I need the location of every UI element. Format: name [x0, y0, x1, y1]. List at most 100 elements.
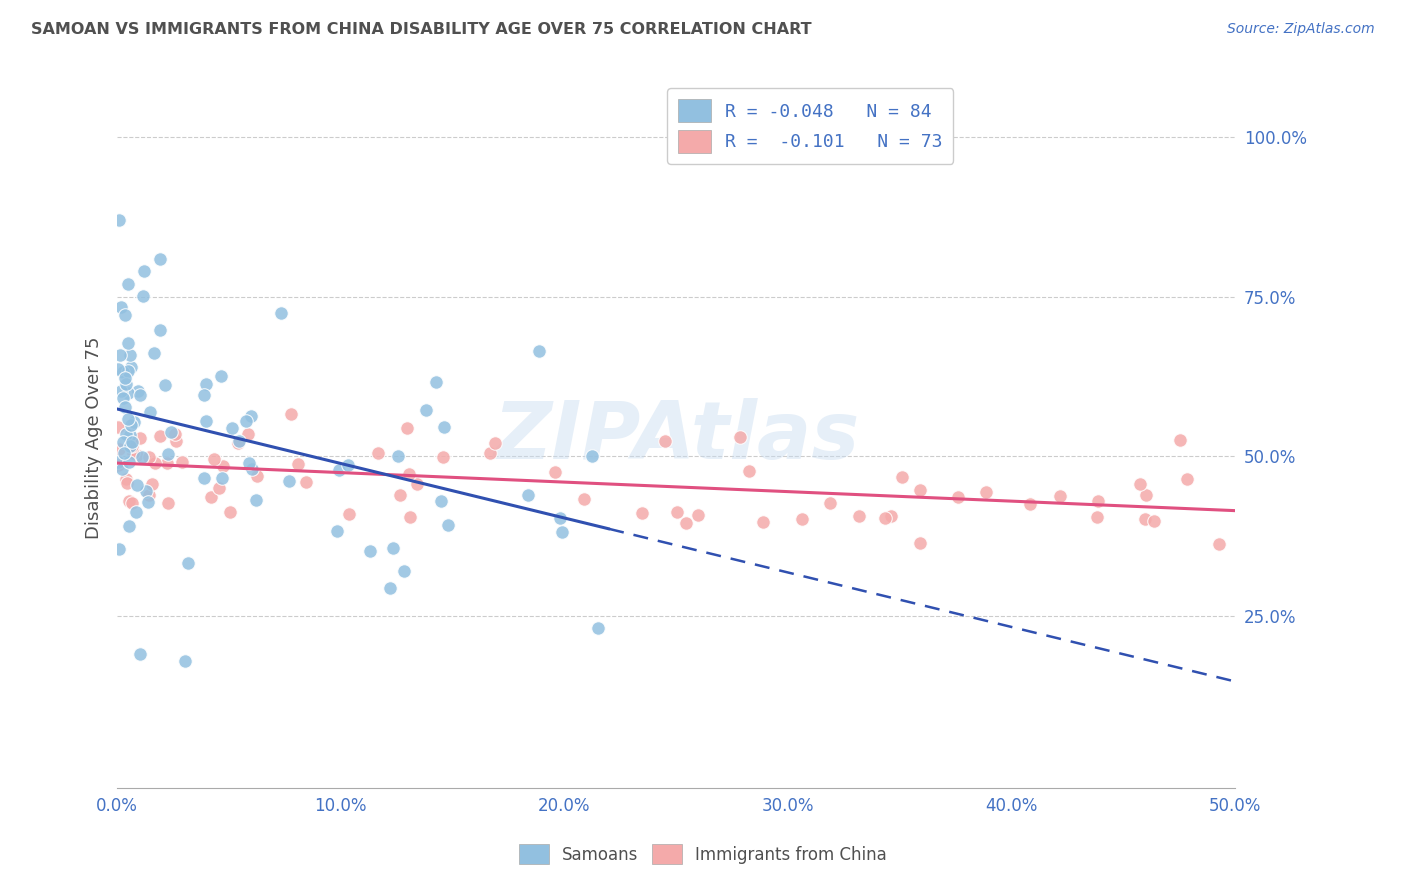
Point [236, 427, 259, 442]
Point [581, 450, 603, 464]
Point [336, 458, 359, 472]
Point [405, 477, 427, 491]
Legend: Samoans, Immigrants from China: Samoans, Immigrants from China [512, 838, 894, 871]
Point [572, 491, 595, 506]
Point [221, 421, 243, 435]
Point [149, 322, 172, 336]
Point [135, 483, 157, 498]
Point [228, 434, 250, 448]
Point [131, 450, 153, 464]
Point [115, 475, 138, 490]
Point [120, 359, 142, 374]
Point [114, 377, 136, 392]
Point [112, 446, 135, 460]
Text: Source: ZipAtlas.com: Source: ZipAtlas.com [1227, 22, 1375, 37]
Point [873, 511, 896, 525]
Point [1135, 512, 1157, 526]
Point [110, 384, 132, 398]
Point [551, 524, 574, 539]
Point [399, 509, 422, 524]
Point [398, 467, 420, 481]
Point [287, 457, 309, 471]
Point [174, 654, 197, 668]
Point [1087, 493, 1109, 508]
Point [433, 420, 456, 434]
Point [328, 463, 350, 477]
Point [114, 371, 136, 385]
Point [392, 564, 415, 578]
Point [117, 364, 139, 378]
Point [118, 348, 141, 362]
Point [1135, 488, 1157, 502]
Point [107, 362, 129, 376]
Point [527, 343, 550, 358]
Point [139, 405, 162, 419]
Point [235, 414, 257, 428]
Point [326, 524, 349, 539]
Point [118, 455, 141, 469]
Point [295, 475, 318, 489]
Point [245, 492, 267, 507]
Point [974, 484, 997, 499]
Point [159, 425, 181, 439]
Point [238, 456, 260, 470]
Point [818, 496, 841, 510]
Point [381, 541, 404, 555]
Point [208, 481, 231, 495]
Point [890, 470, 912, 484]
Point [129, 647, 152, 661]
Point [946, 490, 969, 504]
Point [367, 446, 389, 460]
Point [107, 213, 129, 227]
Point [156, 496, 179, 510]
Point [388, 488, 411, 502]
Point [202, 451, 225, 466]
Point [484, 436, 506, 450]
Point [107, 420, 129, 434]
Point [278, 474, 301, 488]
Point [125, 478, 148, 492]
Point [415, 403, 437, 417]
Point [630, 506, 652, 520]
Point [194, 377, 217, 392]
Legend: R = -0.048   N = 84, R =  -0.101   N = 73: R = -0.048 N = 84, R = -0.101 N = 73 [668, 88, 953, 163]
Point [1129, 477, 1152, 491]
Point [1168, 433, 1191, 447]
Point [114, 427, 136, 442]
Point [138, 488, 160, 502]
Point [359, 544, 381, 558]
Point [127, 448, 149, 462]
Point [654, 434, 676, 448]
Point [219, 505, 242, 519]
Point [165, 434, 187, 448]
Point [122, 415, 145, 429]
Point [195, 414, 218, 428]
Point [121, 435, 143, 450]
Point [848, 509, 870, 524]
Point [544, 465, 567, 479]
Point [120, 417, 142, 432]
Point [127, 384, 149, 398]
Point [880, 509, 903, 524]
Point [118, 519, 141, 533]
Point [121, 446, 143, 460]
Point [108, 348, 131, 362]
Point [141, 476, 163, 491]
Point [163, 426, 186, 441]
Point [675, 516, 697, 530]
Point [387, 449, 409, 463]
Point [1049, 489, 1071, 503]
Point [586, 621, 609, 635]
Point [117, 385, 139, 400]
Y-axis label: Disability Age Over 75: Disability Age Over 75 [86, 336, 103, 539]
Point [108, 442, 131, 456]
Point [107, 542, 129, 557]
Point [240, 462, 263, 476]
Point [245, 469, 267, 483]
Point [114, 400, 136, 414]
Point [111, 462, 134, 476]
Point [211, 459, 233, 474]
Point [128, 388, 150, 402]
Point [114, 308, 136, 322]
Point [226, 435, 249, 450]
